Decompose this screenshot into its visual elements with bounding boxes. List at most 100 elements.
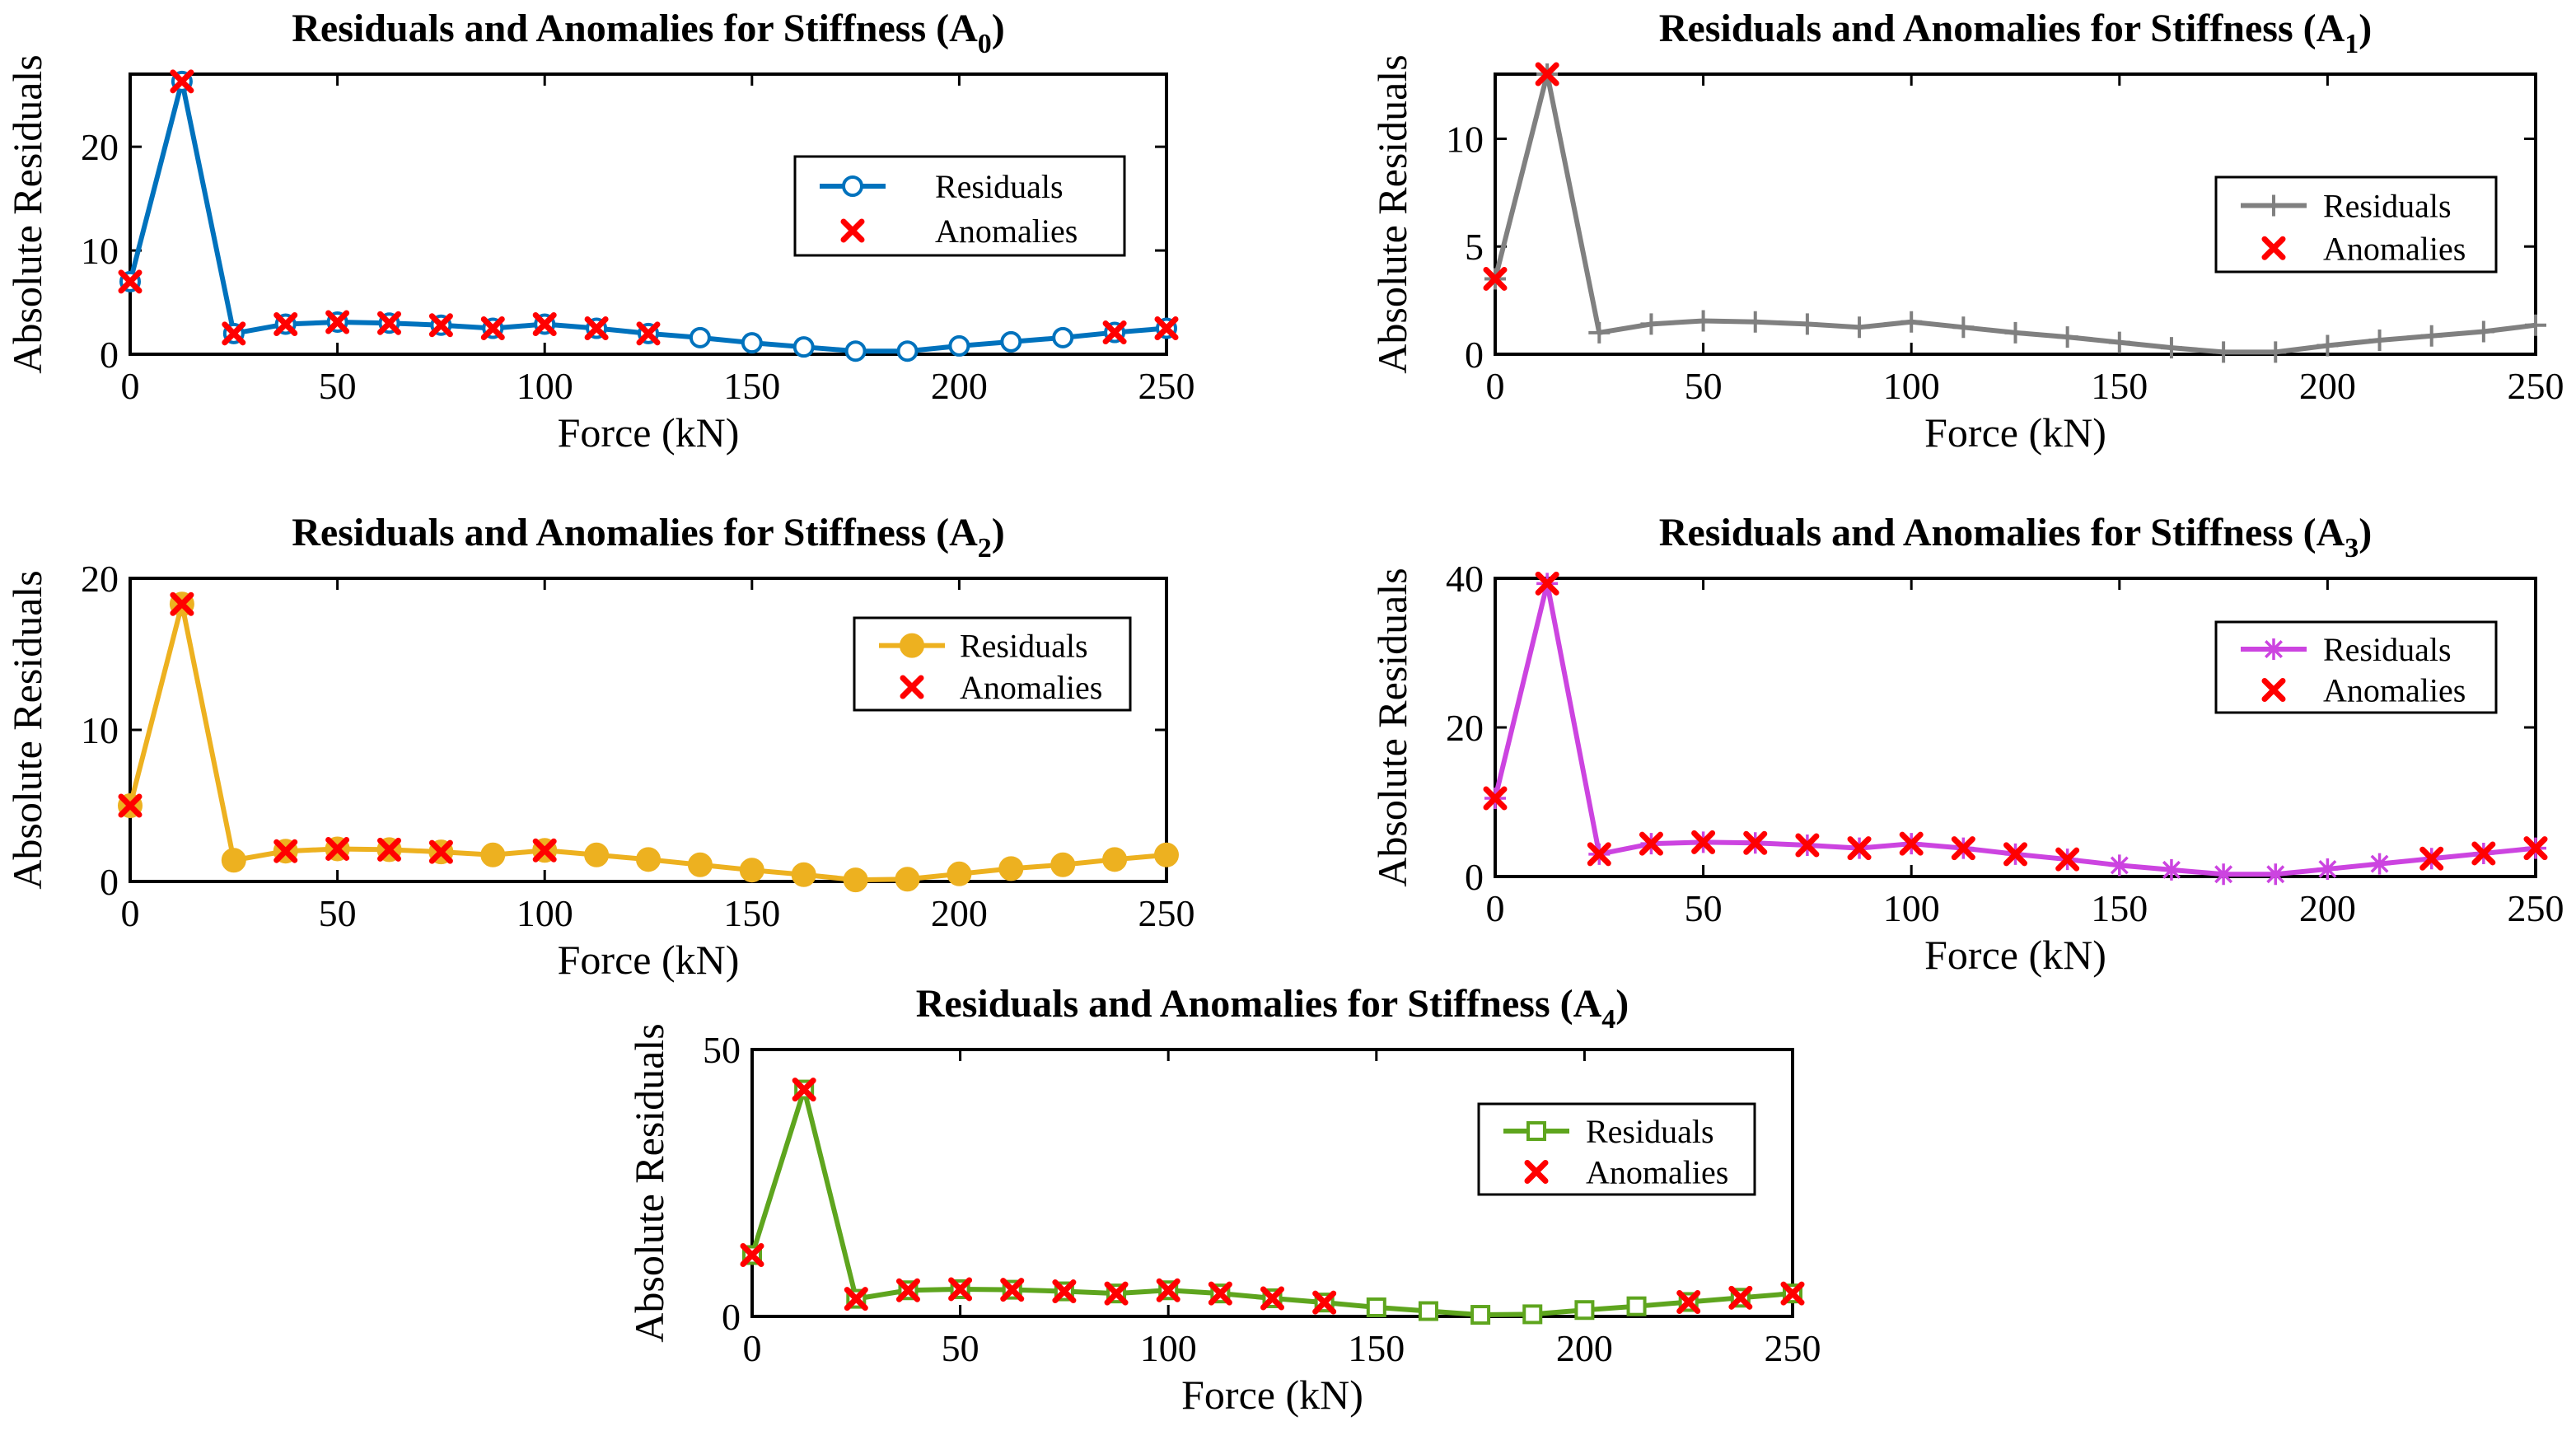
anomaly-point [1208, 1281, 1232, 1306]
residual-point [948, 334, 970, 357]
anomaly-point [2419, 846, 2444, 871]
legend: Residuals Anomalies [853, 616, 1132, 712]
x-tick-label: 250 [2508, 365, 2564, 407]
series-anomalies [118, 591, 557, 864]
residual-point [1626, 1296, 1647, 1316]
anomaly-point [1691, 830, 1716, 854]
anomaly-point [1847, 836, 1872, 861]
anomaly-point [1728, 1285, 1753, 1310]
plot-area-frame [750, 1048, 1794, 1318]
anomaly-point [1260, 1286, 1284, 1311]
legend-label-residuals: Residuals [2323, 188, 2452, 225]
x-tick-label: 0 [121, 365, 140, 407]
residual-point [1418, 1301, 1438, 1321]
anomaly-point [2003, 842, 2027, 867]
anomaly-point [1104, 1281, 1129, 1306]
legend-marker-residuals [2263, 194, 2284, 217]
chart-title-text: Residuals and Anomalies for Stiffness (A [916, 982, 1602, 1026]
anomaly-point [428, 839, 453, 864]
chart-title-close: ) [992, 7, 1005, 50]
x-tick-label: 50 [942, 1327, 979, 1369]
x-tick-label: 50 [1685, 887, 1723, 929]
anomaly-point [1154, 316, 1179, 341]
chart-title: Residuals and Anomalies for Stiffness (A… [916, 982, 1629, 1035]
residual-point [2108, 854, 2130, 877]
anomaly-point [325, 310, 350, 334]
x-tick-label: 150 [1348, 1327, 1405, 1369]
legend-marker-residuals [2263, 638, 2284, 660]
x-axis-label: Force (kN) [1924, 409, 2106, 456]
legend: Residuals Anomalies [2214, 175, 2498, 274]
residual-point [1000, 330, 1022, 353]
residual-point [791, 862, 816, 887]
x-tick-label: 0 [743, 1327, 762, 1369]
residual-point [1744, 311, 1766, 333]
residual-point [1522, 1304, 1543, 1325]
legend-marker-anomalies [1524, 1160, 1549, 1184]
x-tick-label: 250 [1765, 1327, 1821, 1369]
chart-title-text: Residuals and Anomalies for Stiffness (A [292, 511, 978, 554]
residual-point [2525, 314, 2546, 336]
residual-point [895, 867, 920, 892]
residual-point [844, 340, 867, 362]
residual-point [1102, 847, 1128, 872]
anomaly-point [1156, 1278, 1180, 1302]
anomaly-point [1312, 1290, 1337, 1315]
residual-point [1588, 321, 1611, 344]
y-tick-label: 0 [100, 861, 119, 903]
residual-point [2160, 858, 2182, 881]
anomaly-point [948, 1277, 973, 1302]
legend: Residuals Anomalies [1477, 1102, 1756, 1196]
series-anomalies [118, 69, 1179, 346]
x-tick-label: 100 [517, 892, 573, 934]
y-axis-label: Absolute Residuals [4, 570, 50, 889]
x-axis-label: Force (kN) [558, 937, 740, 983]
legend-label-residuals: Residuals [2323, 631, 2452, 668]
y-tick-label: 20 [81, 126, 119, 168]
y-tick-label: 10 [1446, 118, 1484, 160]
residual-point [896, 340, 919, 362]
x-tick-label: 50 [319, 365, 357, 407]
legend-label-residuals: Residuals [960, 628, 1088, 665]
anomaly-point [222, 321, 246, 346]
anomaly-point [1000, 1278, 1025, 1302]
residual-point [1692, 310, 1714, 332]
x-tick-label: 150 [723, 892, 780, 934]
legend-label-anomalies: Anomalies [2323, 230, 2466, 267]
y-tick-label: 0 [100, 334, 119, 376]
x-tick-label: 200 [1556, 1327, 1613, 1369]
x-tick-label: 100 [1883, 887, 1940, 929]
residual-point [1952, 316, 1975, 339]
residual-point [480, 842, 506, 867]
y-axis-label: Absolute Residuals [4, 54, 50, 373]
legend-label-anomalies: Anomalies [2323, 672, 2466, 709]
chart-title-text: Residuals and Anomalies for Stiffness (A [292, 7, 978, 50]
residual-point [741, 332, 763, 354]
x-tick-label: 250 [1138, 365, 1195, 407]
residual-point [1640, 313, 1662, 335]
anomaly-point [1780, 1281, 1805, 1306]
chart-panel-0: Residuals and Anomalies for Stiffness (A… [4, 7, 1195, 456]
x-axis-label: Force (kN) [558, 409, 740, 456]
anomaly-point [428, 313, 453, 338]
anomaly-point [2523, 836, 2548, 861]
residual-point [843, 867, 868, 893]
residual-point [2368, 330, 2391, 351]
chart-title: Residuals and Anomalies for Stiffness (A… [1659, 7, 2373, 59]
anomaly-point [1483, 786, 1508, 811]
chart-panel-3: Residuals and Anomalies for Stiffness (A… [1369, 511, 2564, 978]
anomaly-point [377, 311, 401, 335]
y-tick-label: 10 [81, 230, 119, 272]
series-anomalies [740, 1078, 1805, 1315]
legend-box [1477, 1102, 1756, 1196]
legend-marker-anomalies [2261, 236, 2286, 260]
residual-point [636, 847, 661, 872]
anomaly-point [170, 591, 194, 616]
legend-label-anomalies: Anomalies [1586, 1154, 1728, 1191]
series-anomalies [1483, 62, 1559, 291]
chart-title-subscript: 0 [978, 29, 992, 59]
legend-label-residuals: Residuals [1586, 1113, 1714, 1150]
anomaly-point [1676, 1290, 1701, 1314]
chart-title-subscript: 2 [978, 533, 992, 563]
